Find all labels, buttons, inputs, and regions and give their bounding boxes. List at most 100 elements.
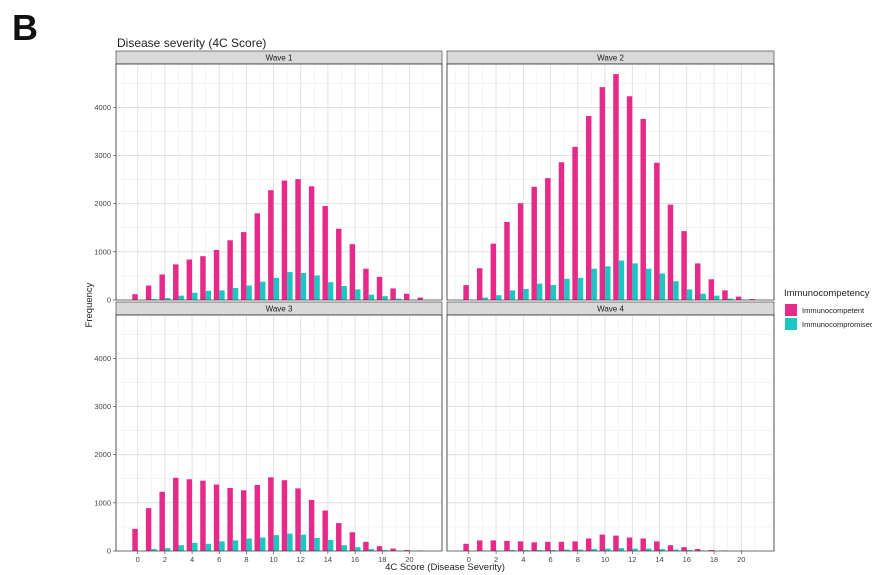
bar-immunocompetent [295,179,301,300]
bar-immunocompromised [523,550,529,551]
bar-immunocompromised [219,541,225,551]
bar-immunocompetent [132,294,138,300]
x-tick-label: 6 [217,555,221,564]
bar-immunocompetent [599,87,606,300]
bar-immunocompromised [219,290,225,300]
bar-immunocompetent [504,221,510,300]
bar-immunocompromised [645,268,652,300]
bar-immunocompetent [200,256,206,300]
bar-immunocompetent [694,549,701,551]
bar-immunocompetent [517,203,524,300]
bar-immunocompetent [145,285,152,300]
bar-immunocompetent [390,288,396,300]
bar-immunocompetent [558,162,565,300]
bar-immunocompetent [213,484,220,551]
legend-label: Immunocompetent [802,306,865,315]
bar-immunocompromised [287,533,293,551]
bar-immunocompromised [686,550,693,551]
bar-immunocompetent [240,232,247,300]
bar-immunocompetent [159,491,165,551]
bar-immunocompetent [349,244,356,300]
x-tick-label: 6 [548,555,552,564]
x-tick-label: 8 [244,555,248,564]
panel-label: B [12,7,38,48]
bar-immunocompromised [577,549,584,551]
x-tick-label: 14 [655,555,663,564]
bar-immunocompromised [327,539,334,551]
bar-immunocompetent [145,508,152,551]
y-tick-label: 0 [107,296,111,305]
bar-immunocompromised [178,295,184,300]
bar-immunocompetent [681,231,687,300]
x-tick-label: 10 [601,555,609,564]
bar-immunocompetent [640,538,646,551]
x-tick-label: 10 [269,555,277,564]
bar-immunocompetent [376,276,383,300]
bar-immunocompromised [496,295,502,300]
legend-label: Immunocompromised [802,320,872,329]
bar-immunocompetent [585,538,592,551]
bar-immunocompromised [246,538,252,551]
x-tick-label: 4 [521,555,525,564]
bar-immunocompetent [531,542,537,551]
y-tick-label: 4000 [94,354,111,363]
bar-immunocompromised [382,550,388,551]
bar-immunocompromised [659,273,665,300]
bar-immunocompromised [727,298,734,300]
bar-immunocompromised [178,545,184,551]
bar-immunocompetent [268,190,274,300]
bar-immunocompetent [572,146,578,300]
bar-immunocompromised [205,290,212,300]
bar-immunocompromised [550,550,556,551]
bar-immunocompromised [673,281,679,300]
bar-immunocompetent [213,249,220,300]
bar-immunocompromised [605,266,611,300]
bar-immunocompetent [200,480,206,551]
y-tick-label: 3000 [94,151,111,160]
bar-immunocompromised [273,535,279,551]
x-tick-label: 16 [683,555,691,564]
bar-immunocompromised [259,281,266,300]
bar-immunocompetent [708,279,715,300]
bar-immunocompetent [349,532,356,551]
plot-area [115,314,443,552]
bar-immunocompromised [151,299,157,300]
y-tick-label: 3000 [94,402,111,411]
bar-immunocompromised [509,550,516,551]
legend: Immunocompetency Immunocompetent Immunoco… [784,288,872,330]
bar-immunocompetent [545,178,551,300]
bar-immunocompromised [314,275,320,300]
bar-immunocompromised [700,293,706,300]
bar-immunocompetent [254,213,260,300]
bar-immunocompromised [314,537,320,551]
bar-immunocompromised [591,268,597,300]
bar-immunocompetent [227,240,233,300]
bar-immunocompetent [390,548,396,551]
bar-immunocompetent [504,540,510,551]
facet-strip-label: Wave 2 [597,54,624,63]
bar-immunocompetent [281,180,288,300]
bar-immunocompetent [585,116,592,300]
bar-immunocompromised [618,548,625,551]
bar-immunocompetent [681,547,687,551]
x-tick-label: 18 [378,555,386,564]
bar-immunocompetent [173,477,179,551]
bar-immunocompetent [735,296,742,300]
bar-immunocompetent [463,285,469,300]
bar-immunocompromised [300,273,307,300]
bar-immunocompetent [403,550,410,551]
bar-immunocompromised [232,540,239,551]
x-tick-label: 20 [405,555,413,564]
bar-immunocompromised [482,297,488,300]
bar-immunocompetent [376,546,383,551]
bar-immunocompetent [186,259,193,300]
bar-immunocompromised [509,290,516,300]
y-axis-title: Frequency [84,282,95,327]
bar-immunocompromised [192,542,198,551]
bar-immunocompetent [490,243,497,300]
bar-immunocompetent [308,499,315,551]
x-tick-label: 14 [324,555,332,564]
bar-immunocompromised [382,296,388,300]
bar-immunocompromised [259,537,266,551]
